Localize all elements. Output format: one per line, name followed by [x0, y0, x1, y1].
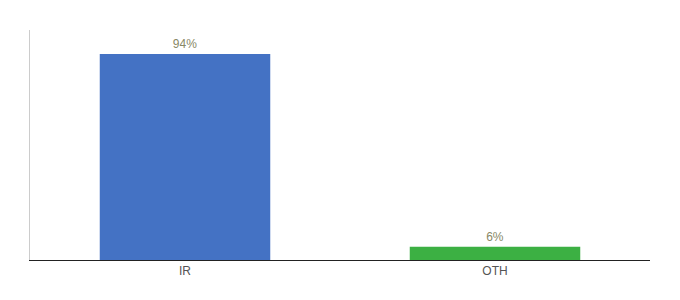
svg-text:IR: IR: [179, 264, 191, 278]
svg-text:OTH: OTH: [482, 264, 507, 278]
svg-text:94%: 94%: [173, 37, 197, 51]
svg-text:6%: 6%: [486, 230, 504, 244]
